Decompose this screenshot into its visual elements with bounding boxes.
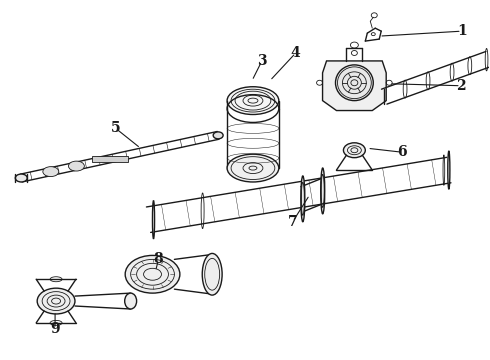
Text: 6: 6: [397, 145, 407, 159]
Text: 5: 5: [111, 121, 121, 135]
Ellipse shape: [15, 174, 27, 182]
Polygon shape: [92, 156, 128, 162]
Ellipse shape: [37, 288, 75, 314]
Text: 8: 8: [154, 252, 163, 266]
Ellipse shape: [227, 154, 279, 182]
Text: 1: 1: [457, 24, 466, 38]
Ellipse shape: [227, 87, 279, 114]
Text: 7: 7: [288, 215, 297, 229]
Ellipse shape: [213, 132, 223, 139]
Text: 3: 3: [257, 54, 267, 68]
Ellipse shape: [152, 201, 154, 239]
Text: 4: 4: [291, 46, 300, 60]
Ellipse shape: [343, 143, 366, 158]
Polygon shape: [322, 61, 386, 111]
Ellipse shape: [301, 176, 305, 222]
Ellipse shape: [43, 167, 59, 176]
Ellipse shape: [336, 65, 373, 100]
Ellipse shape: [448, 151, 450, 189]
Text: 9: 9: [50, 322, 60, 336]
Ellipse shape: [69, 161, 84, 171]
Ellipse shape: [321, 168, 325, 214]
Ellipse shape: [124, 293, 137, 309]
Ellipse shape: [202, 253, 222, 295]
Ellipse shape: [125, 255, 180, 293]
Text: 2: 2: [456, 79, 465, 93]
